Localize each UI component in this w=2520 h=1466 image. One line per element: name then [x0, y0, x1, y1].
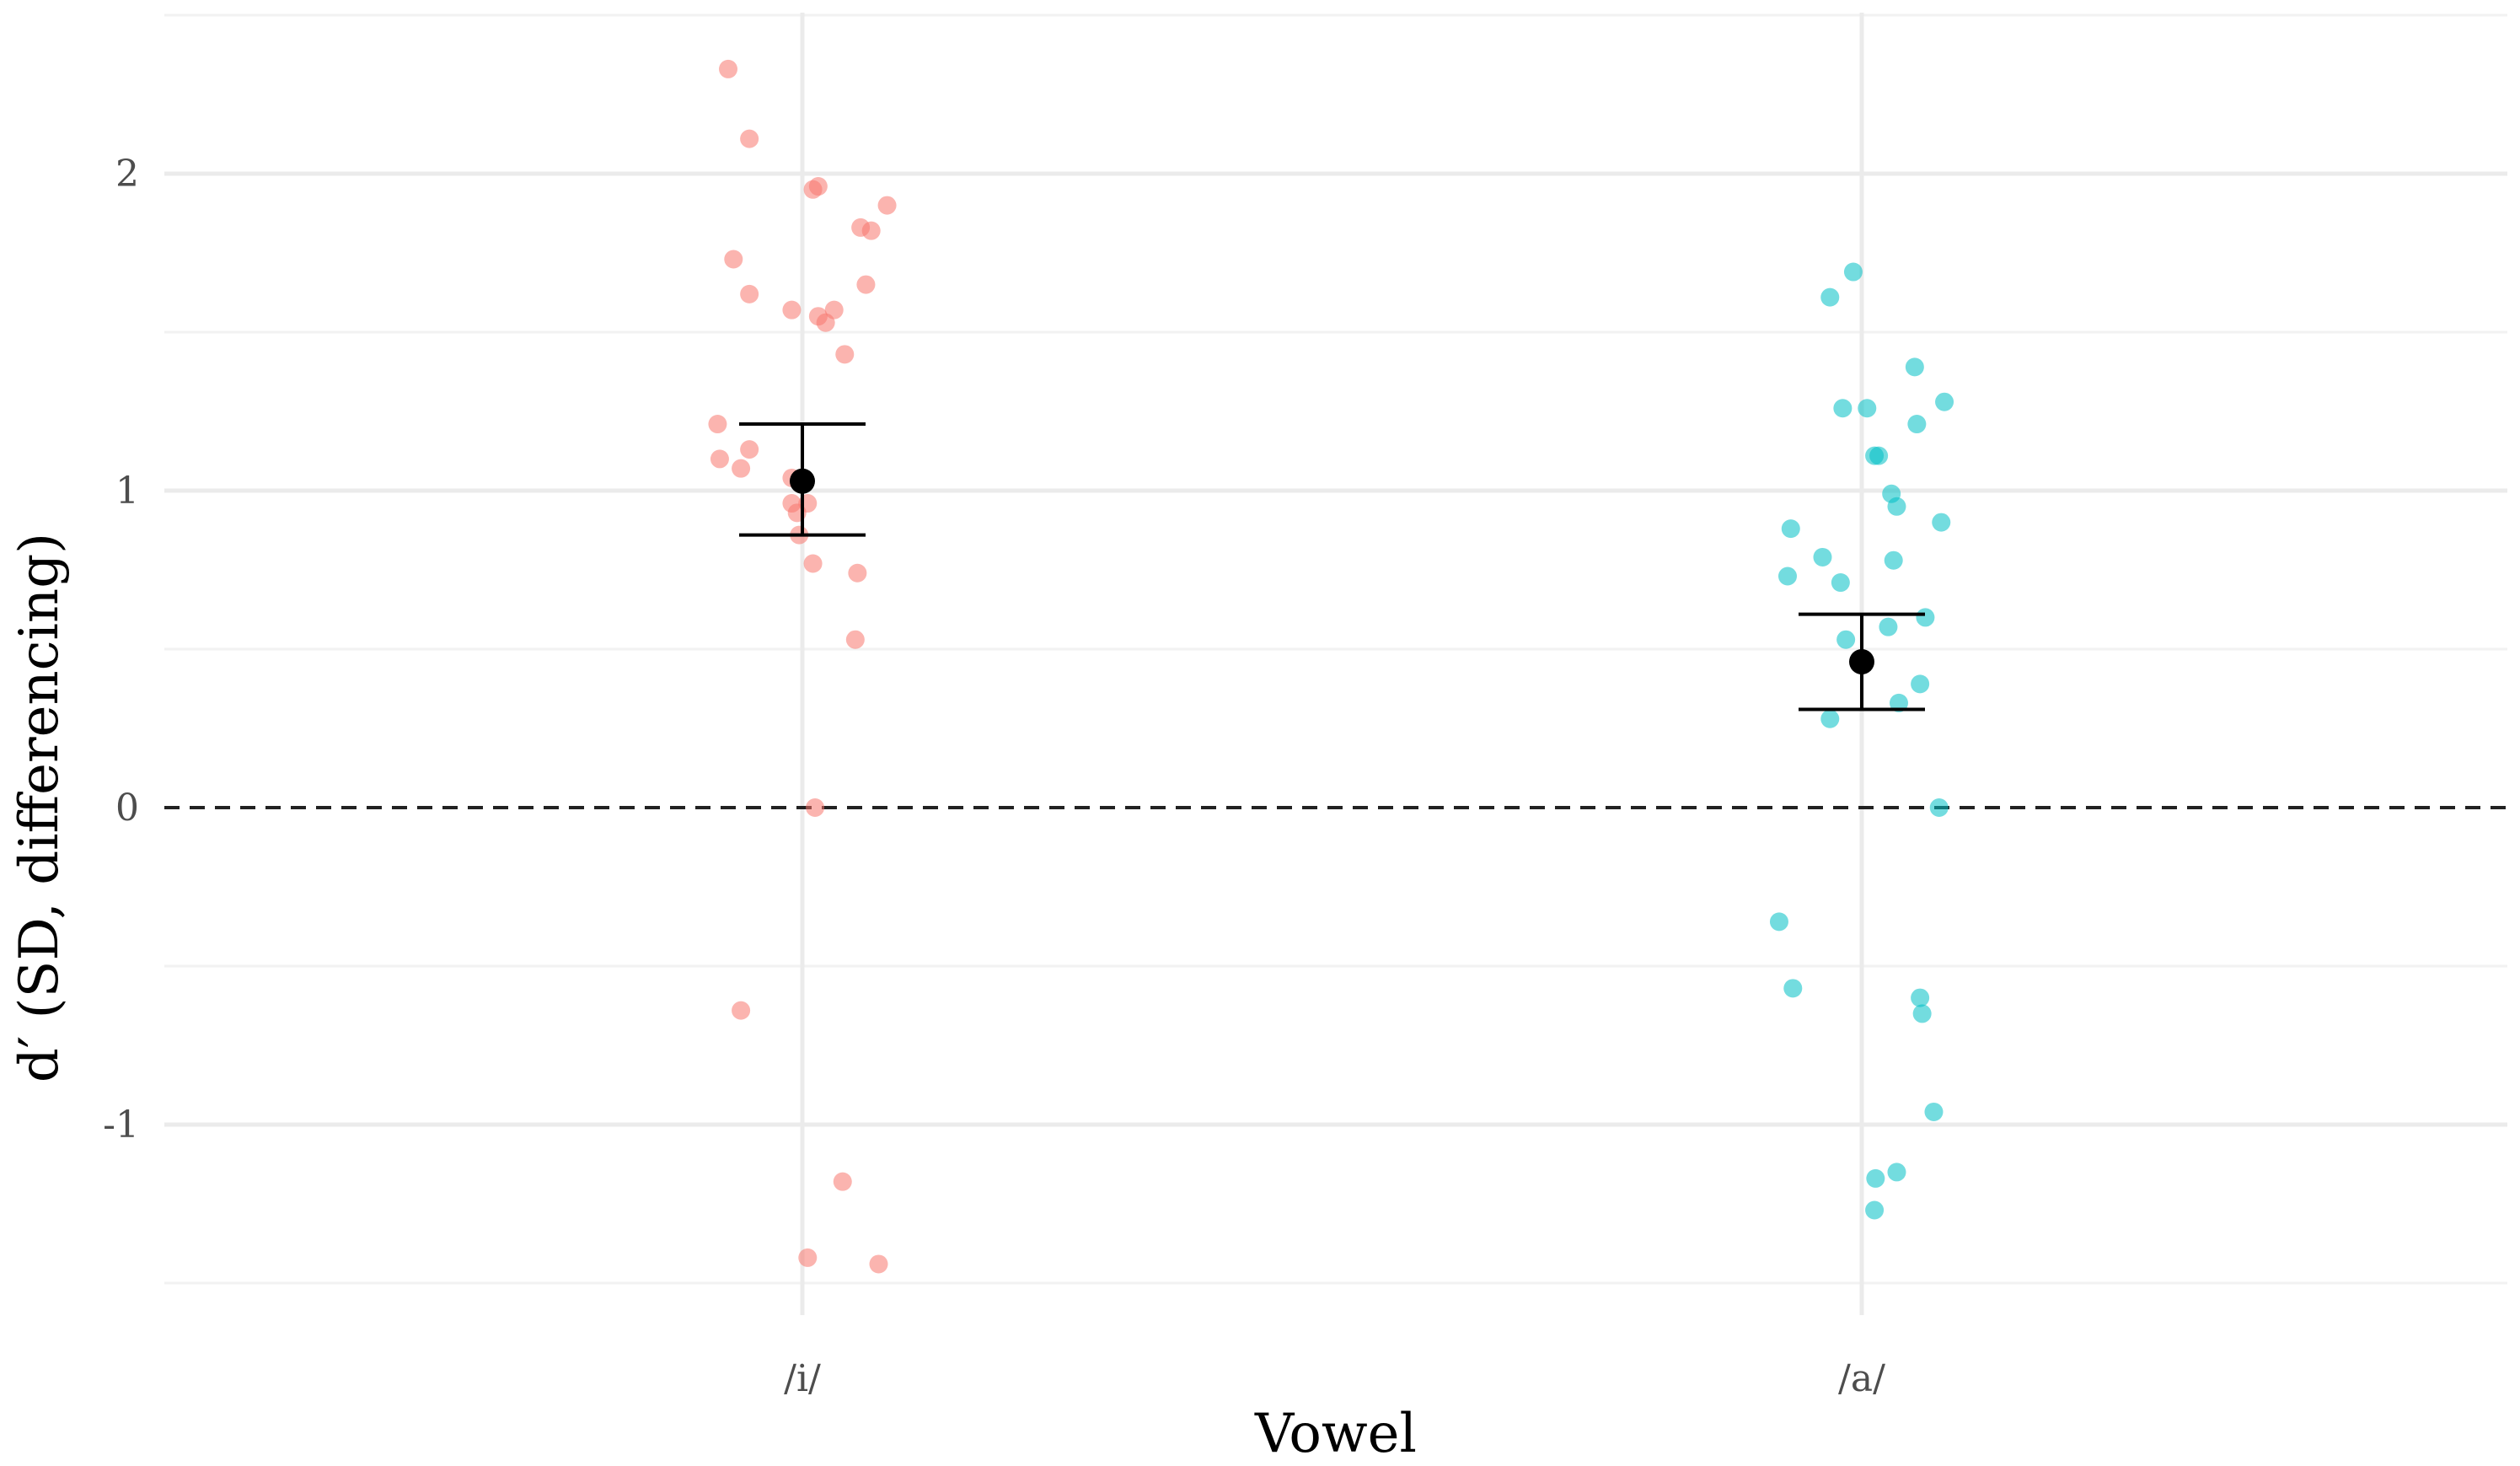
mean-error-bars [739, 422, 1925, 712]
data-point [806, 798, 825, 817]
y-tick-label: 2 [115, 153, 139, 196]
data-point [1884, 550, 1903, 570]
x-axis-ticks: /i/ /a/ [784, 1357, 1885, 1400]
data-point [1781, 519, 1800, 539]
data-point [1887, 497, 1906, 516]
data-point [803, 554, 823, 573]
data-point [1820, 287, 1840, 307]
data-point [740, 440, 759, 459]
x-axis-title: Vowel [1254, 1403, 1417, 1465]
data-point [740, 284, 759, 303]
data-point [1935, 392, 1954, 411]
y-axis-title: d′ (SD, differencing) [8, 533, 71, 1082]
data-point [710, 449, 729, 469]
data-point [740, 129, 759, 148]
x-tick-label: /i/ [784, 1357, 821, 1400]
data-point [1912, 1004, 1932, 1023]
data-point [1869, 446, 1889, 465]
data-points [708, 59, 1954, 1274]
mean-point [790, 468, 815, 494]
data-point [877, 196, 897, 215]
grid [164, 13, 2507, 1315]
mean-point [1849, 649, 1874, 675]
data-point [732, 459, 751, 478]
y-tick-label: 0 [115, 787, 139, 830]
data-point [1836, 630, 1856, 649]
data-point [732, 1001, 751, 1020]
data-point [1769, 912, 1788, 932]
data-point [1833, 399, 1852, 418]
data-point [798, 1248, 818, 1267]
data-point [708, 415, 727, 434]
y-tick-label: -1 [103, 1104, 139, 1146]
y-axis-ticks: -1 0 1 2 [103, 153, 139, 1146]
y-tick-label: 1 [115, 470, 139, 513]
data-point [1820, 709, 1840, 728]
data-point [1929, 798, 1949, 817]
data-point [719, 59, 738, 78]
data-point [845, 630, 865, 649]
data-point [856, 275, 876, 294]
data-point [1778, 567, 1798, 586]
data-point [1924, 1102, 1944, 1121]
data-point [1879, 617, 1898, 636]
data-point [861, 221, 881, 240]
data-point [1831, 573, 1850, 593]
data-point [833, 1172, 852, 1191]
data-point [1905, 357, 1924, 377]
data-point [1813, 547, 1832, 567]
data-point [816, 313, 835, 332]
data-point [835, 345, 855, 364]
data-point [1907, 415, 1927, 434]
data-point [1932, 513, 1951, 532]
data-point [1911, 988, 1930, 1007]
data-point [1887, 1163, 1906, 1182]
data-point [1911, 674, 1930, 694]
data-point [1858, 399, 1877, 418]
data-point [808, 177, 828, 196]
data-point [1843, 262, 1863, 282]
data-point [782, 300, 802, 320]
data-point [1866, 1168, 1885, 1188]
data-point [848, 563, 867, 583]
data-point [1916, 608, 1935, 627]
data-point [724, 250, 743, 269]
data-point [1889, 693, 1908, 712]
data-point [869, 1254, 888, 1274]
data-point [1865, 1200, 1885, 1220]
x-tick-label: /a/ [1838, 1357, 1885, 1400]
data-point [1783, 979, 1803, 998]
